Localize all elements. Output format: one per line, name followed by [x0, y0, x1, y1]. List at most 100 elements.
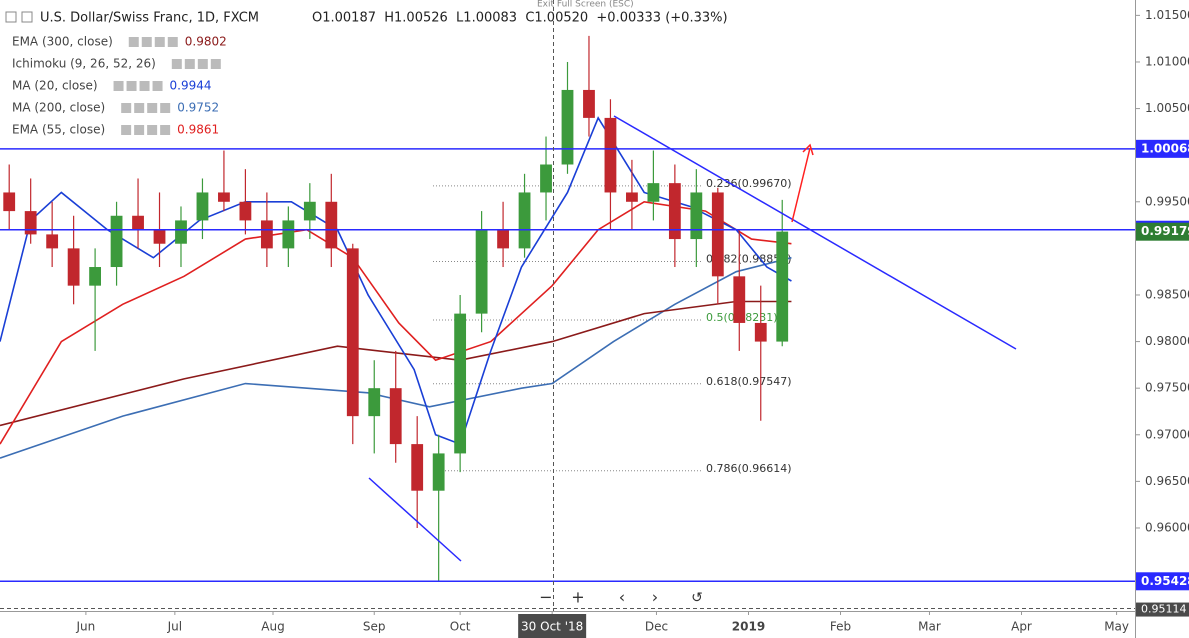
- indicator-line: [0, 256, 792, 459]
- crosshair-price-box: [1136, 602, 1189, 617]
- x-tick-label: May: [1104, 620, 1129, 634]
- arrow-head: [802, 143, 814, 156]
- candle-body: [668, 183, 681, 240]
- indicator-control[interactable]: [147, 103, 158, 113]
- indicator-name[interactable]: EMA (55, close): [12, 123, 105, 137]
- x-tick-label: Jul: [167, 620, 182, 634]
- price-label-box: [1136, 572, 1189, 591]
- zoom-out-button[interactable]: −: [539, 588, 552, 607]
- x-tick-label: Oct: [450, 620, 471, 634]
- indicator-line: [0, 300, 792, 427]
- candle-body: [454, 313, 467, 454]
- indicator-control[interactable]: [113, 81, 124, 91]
- x-tick-label: Sep: [363, 620, 386, 634]
- indicator-control[interactable]: [160, 125, 171, 135]
- candle-body: [690, 192, 703, 240]
- candle-body: [518, 192, 531, 249]
- indicator-control[interactable]: [154, 37, 165, 47]
- plot-area: 0.236(0.99670)0.382(0.98859)0.5(0.98231)…: [0, 35, 1135, 583]
- candle-body: [389, 388, 402, 445]
- indicator-value: 0.9752: [177, 101, 219, 115]
- candle-body: [260, 220, 273, 249]
- x-tick-label: Apr: [1011, 620, 1032, 634]
- zoom-in-button[interactable]: +: [571, 588, 584, 607]
- indicator-control[interactable]: [197, 59, 208, 69]
- exit-fullscreen[interactable]: Exit Full Screen (ESC): [537, 0, 634, 10]
- symbol-title[interactable]: U.S. Dollar/Swiss Franc, 1D, FXCM: [40, 11, 259, 26]
- candle-body: [432, 453, 445, 491]
- scroll-left-button[interactable]: ‹: [619, 588, 625, 607]
- y-tick-label: 1.01500: [1145, 8, 1189, 22]
- indicator-control[interactable]: [210, 59, 221, 69]
- candle-body: [411, 444, 424, 491]
- candle-body: [24, 211, 37, 235]
- legend-panel: U.S. Dollar/Swiss Franc, 1D, FXCM O1.001…: [5, 0, 728, 26]
- collapse-icon[interactable]: [5, 11, 17, 23]
- indicator-name[interactable]: MA (200, close): [12, 101, 105, 115]
- indicator-value: 0.9944: [170, 79, 212, 93]
- indicator-control[interactable]: [147, 125, 158, 135]
- candle-body: [626, 192, 638, 202]
- x-tick-label: Dec: [645, 620, 668, 634]
- indicator-control[interactable]: [128, 37, 139, 47]
- candle-body: [561, 89, 574, 165]
- fib-label: 0.786(0.96614): [706, 462, 792, 475]
- candle-body: [89, 267, 101, 286]
- y-tick-label: 1.01000: [1145, 54, 1189, 68]
- indicator-control[interactable]: [171, 59, 182, 69]
- indicator-control[interactable]: [152, 81, 163, 91]
- indicator-control[interactable]: [139, 81, 150, 91]
- fib-label: 0.236(0.99670): [706, 177, 792, 190]
- candle-body: [540, 164, 552, 193]
- candle-body: [282, 220, 295, 249]
- indicator-control[interactable]: [121, 125, 132, 135]
- crosshair-date-box: [518, 614, 587, 638]
- indicator-control[interactable]: [141, 37, 152, 47]
- candle-body: [325, 201, 338, 249]
- price-label: 0.95428: [1141, 574, 1189, 588]
- indicator-control[interactable]: [184, 59, 195, 69]
- reset-button[interactable]: ↺: [691, 590, 703, 606]
- x-tick-label: Aug: [261, 620, 284, 634]
- x-tick-label: Jun: [76, 620, 96, 634]
- last-price-box: [1136, 222, 1189, 241]
- candle-body: [497, 229, 509, 249]
- settings-icon[interactable]: [21, 11, 33, 23]
- candle-body: [346, 248, 359, 417]
- candle-body: [132, 215, 144, 230]
- indicator-name[interactable]: Ichimoku (9, 26, 52, 26): [12, 57, 156, 71]
- indicator-name[interactable]: MA (20, close): [12, 79, 98, 93]
- indicator-name[interactable]: EMA (300, close): [12, 35, 113, 49]
- ohlc-values: O1.00187 H1.00526 L1.00083 C1.00520 +0.0…: [312, 11, 728, 26]
- candle-body: [475, 229, 488, 314]
- candle-body: [711, 192, 724, 277]
- scroll-right-button[interactable]: ›: [652, 588, 658, 607]
- indicator-control[interactable]: [160, 103, 171, 113]
- x-tick-label: 2019: [732, 620, 765, 634]
- indicator-control[interactable]: [167, 37, 178, 47]
- indicator-row-bg: [4, 33, 204, 51]
- crosshair-price-label: 0.95114: [1141, 603, 1187, 616]
- trendline: [613, 115, 1017, 350]
- indicator-control[interactable]: [134, 103, 145, 113]
- candle-body: [733, 276, 746, 323]
- candle-body: [196, 192, 209, 221]
- candle-body: [583, 89, 595, 118]
- trendline: [368, 477, 462, 562]
- candle-body: [46, 234, 59, 249]
- indicator-control[interactable]: [134, 125, 145, 135]
- candle-body: [239, 201, 252, 221]
- indicator-control[interactable]: [126, 81, 137, 91]
- last-price-label: 0.99179: [1141, 224, 1189, 238]
- indicator-list: EMA (300, close) 0.9802 Ichimoku (9, 26, 5…: [4, 33, 227, 139]
- indicator-control[interactable]: [121, 103, 132, 113]
